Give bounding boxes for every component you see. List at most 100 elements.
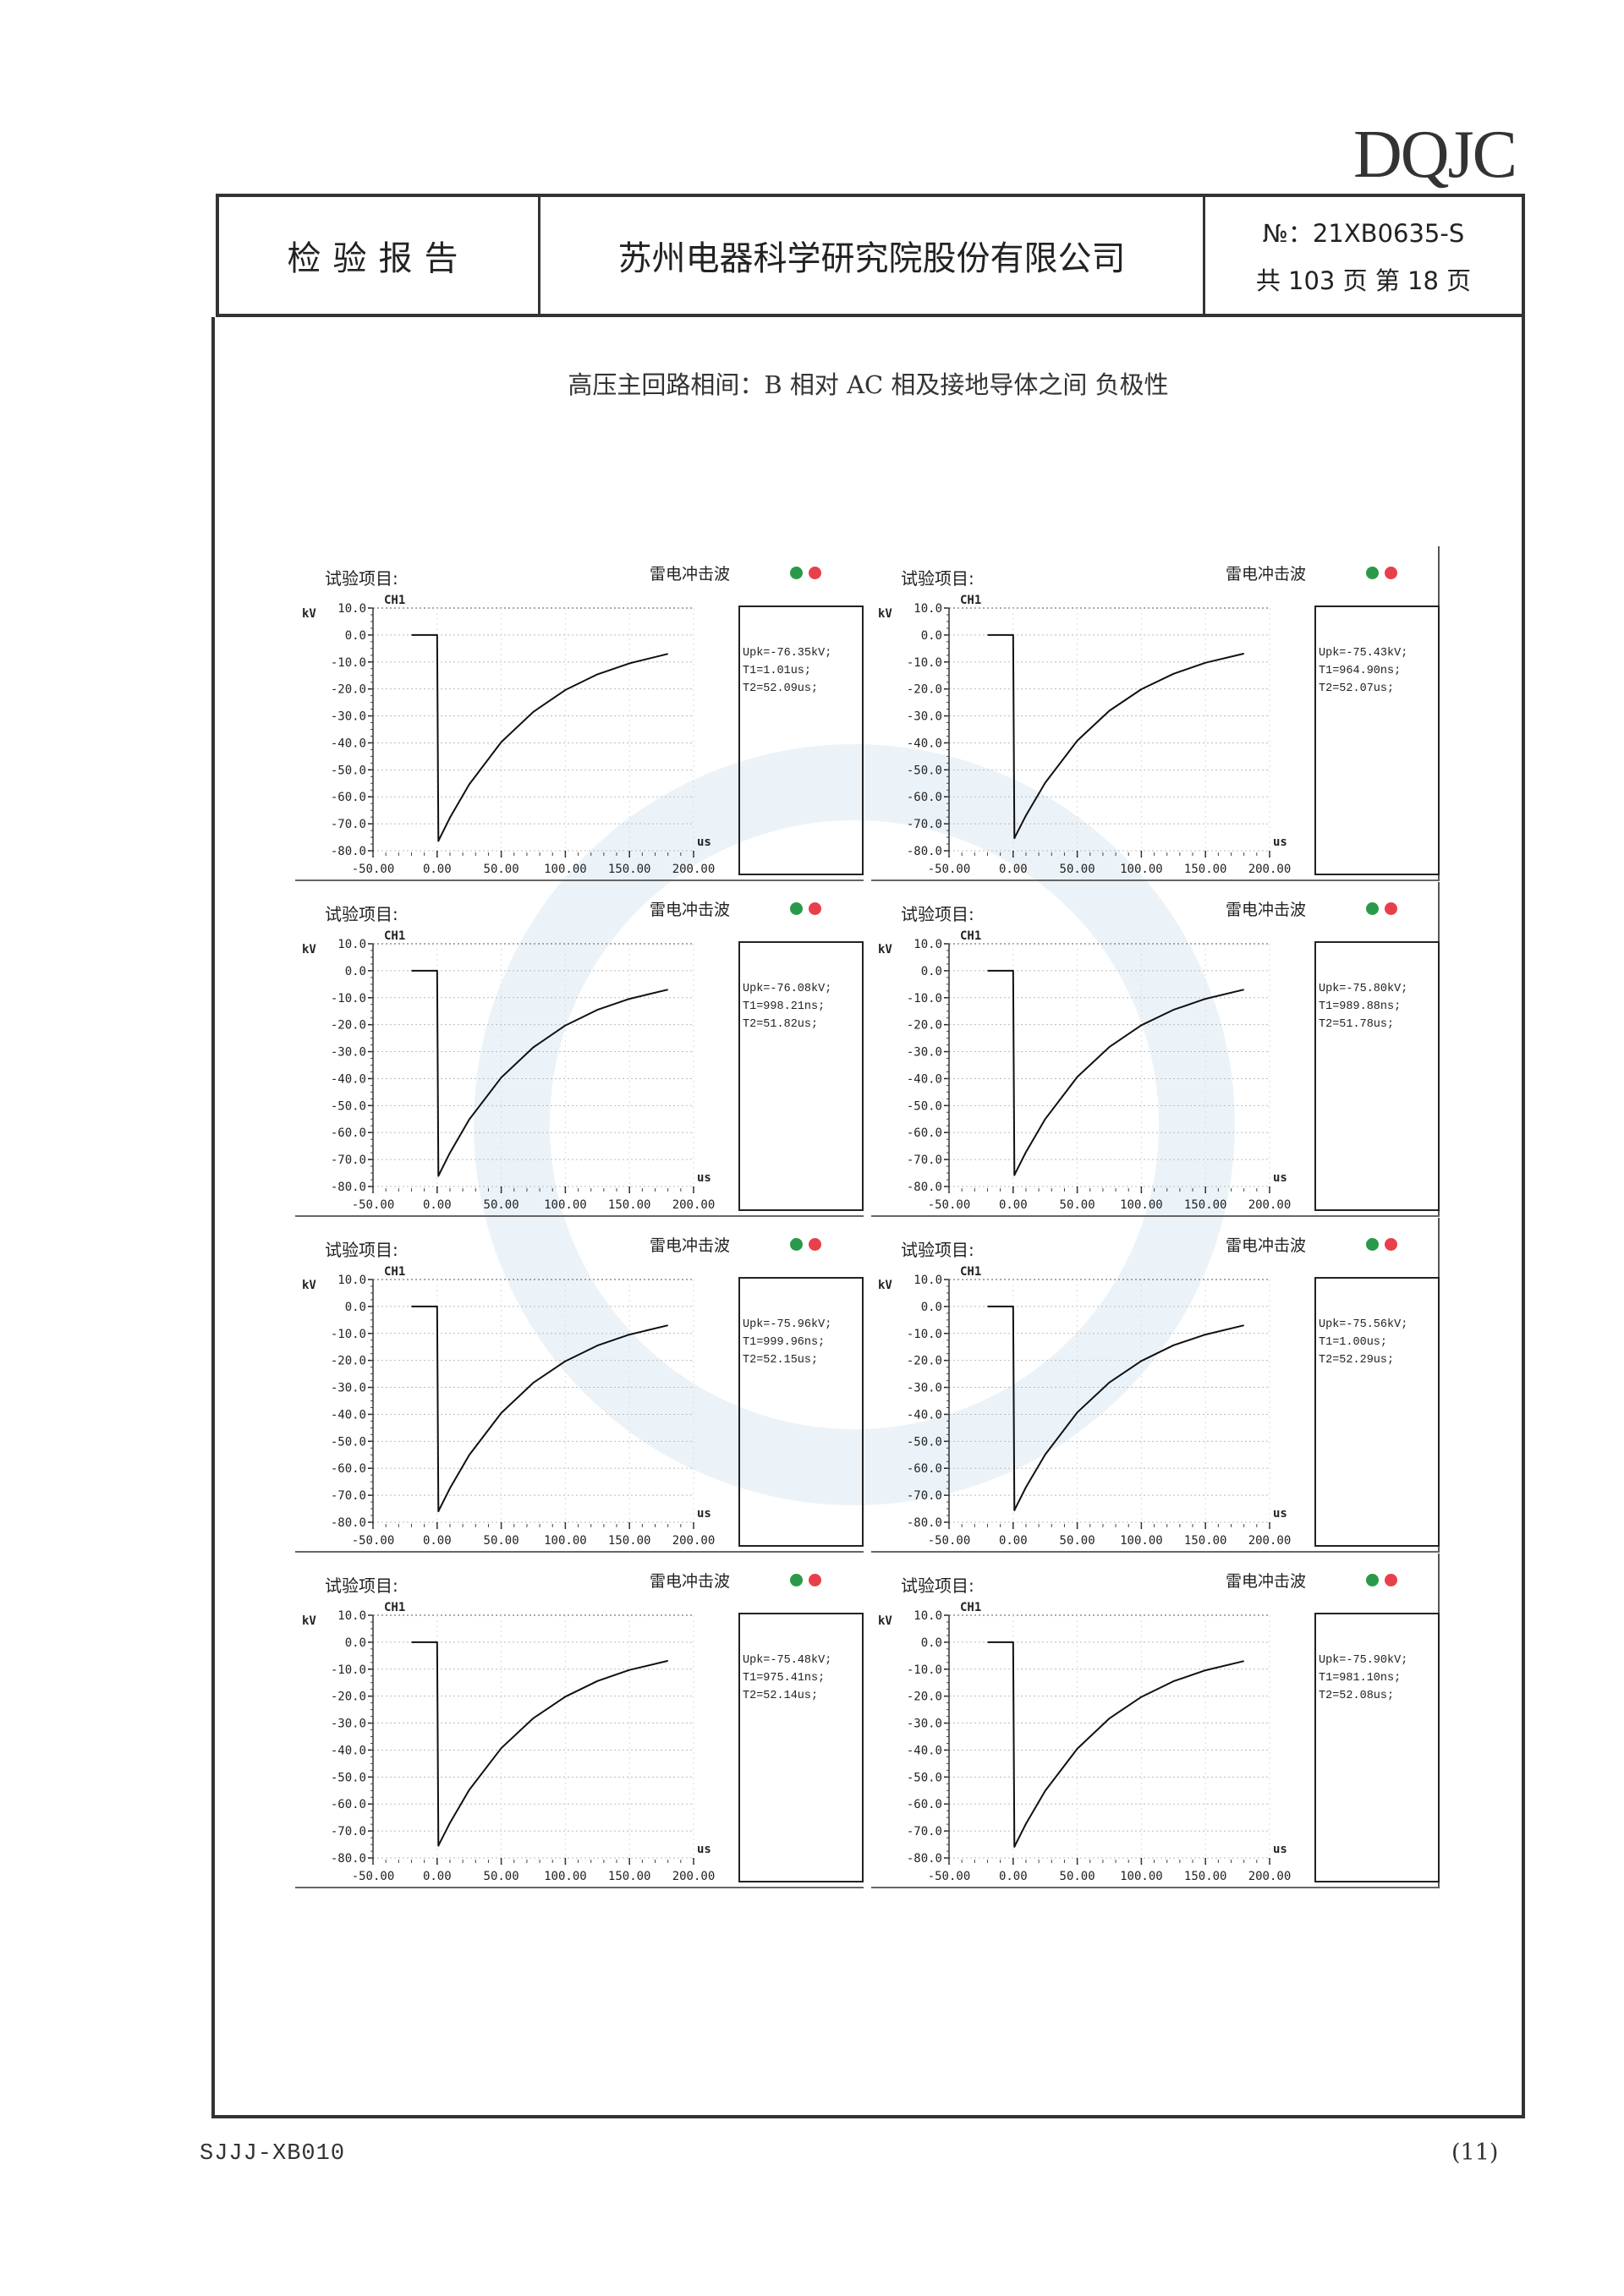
y-tick-label: -60.0 bbox=[907, 1126, 942, 1140]
y-tick-label: -70.0 bbox=[331, 1825, 366, 1838]
x-tick-label: 50.00 bbox=[1060, 1534, 1095, 1548]
x-tick-label: 0.00 bbox=[423, 863, 452, 876]
report-body-frame bbox=[211, 317, 1525, 2118]
y-tick-label: 0.0 bbox=[921, 1636, 942, 1650]
x-tick-label: 50.00 bbox=[484, 1198, 519, 1212]
y-tick-label: -40.0 bbox=[331, 737, 366, 750]
x-tick-label: 0.00 bbox=[423, 1198, 452, 1212]
y-tick-label: -20.0 bbox=[331, 1355, 366, 1368]
y-tick-label: -60.0 bbox=[331, 1462, 366, 1476]
y-tick-label: -80.0 bbox=[331, 1852, 366, 1866]
channel-label: CH1 bbox=[384, 594, 406, 607]
y-tick-label: 10.0 bbox=[914, 1274, 942, 1287]
waveform-plot: 10.0 0.0 -10.0 -20.0 -30.0 -40.0 -50.0 -60.0 -70… bbox=[907, 602, 1291, 876]
x-tick-label: 200.00 bbox=[1248, 1870, 1292, 1883]
x-tick-label: 150.00 bbox=[1184, 1534, 1227, 1548]
y-tick-label: -70.0 bbox=[907, 1153, 942, 1167]
measurement-value: Upk=-76.35kV; bbox=[743, 647, 832, 660]
x-axis-unit: us bbox=[697, 1843, 711, 1856]
test-item-label: 试验项目: bbox=[901, 1575, 974, 1596]
x-tick-label: 150.00 bbox=[608, 1198, 651, 1212]
y-tick-label: -30.0 bbox=[907, 1046, 942, 1060]
measurement-value: T2=52.08us; bbox=[1319, 1690, 1395, 1702]
y-tick-label: -40.0 bbox=[331, 1072, 366, 1086]
y-tick-label: 10.0 bbox=[337, 602, 366, 616]
x-axis-unit: us bbox=[1273, 1843, 1287, 1856]
x-tick-label: -50.00 bbox=[352, 1870, 395, 1883]
x-tick-label: 50.00 bbox=[484, 1870, 519, 1883]
report-info: №：21XB0635-S 共 103 页 第 18 页 bbox=[1205, 197, 1522, 314]
x-tick-label: 200.00 bbox=[672, 863, 716, 876]
report-header-table: 检验报告 苏州电器科学研究院股份有限公司 №：21XB0635-S 共 103 … bbox=[216, 194, 1525, 317]
measurement-value: T2=52.07us; bbox=[1319, 682, 1395, 695]
y-tick-label: -10.0 bbox=[331, 656, 366, 670]
waveform-trace bbox=[411, 969, 668, 1177]
waveform-name: 雷电冲击波 bbox=[650, 901, 731, 919]
page-count: 共 103 页 第 18 页 bbox=[1255, 266, 1472, 295]
waveform-plot: 10.0 0.0 -10.0 -20.0 -30.0 -40.0 -50.0 -60.0 -70… bbox=[331, 1609, 715, 1883]
x-tick-label: 150.00 bbox=[608, 1870, 651, 1883]
red-indicator-icon bbox=[809, 1238, 821, 1251]
x-tick-label: 200.00 bbox=[672, 1534, 716, 1548]
y-tick-label: -20.0 bbox=[907, 1690, 942, 1704]
y-tick-label: -50.0 bbox=[907, 1771, 942, 1784]
y-tick-label: -70.0 bbox=[907, 1489, 942, 1503]
document-type: 检验报告 bbox=[219, 197, 540, 314]
y-tick-label: 0.0 bbox=[921, 965, 942, 978]
y-tick-label: -50.0 bbox=[331, 1099, 366, 1113]
x-tick-label: 150.00 bbox=[608, 863, 651, 876]
x-axis-unit: us bbox=[1273, 836, 1287, 849]
channel-label: CH1 bbox=[960, 1265, 982, 1279]
measurement-value: T1=989.88ns; bbox=[1319, 1000, 1402, 1013]
channel-label: CH1 bbox=[384, 1601, 406, 1614]
green-indicator-icon bbox=[790, 902, 803, 915]
y-tick-label: -40.0 bbox=[907, 1072, 942, 1086]
y-tick-label: -50.0 bbox=[331, 1771, 366, 1784]
test-item-label: 试验项目: bbox=[325, 904, 398, 924]
measurement-value: Upk=-75.56kV; bbox=[1319, 1318, 1408, 1331]
x-tick-label: -50.00 bbox=[352, 1198, 395, 1212]
waveform-panel: 试验项目: 雷电冲击波 CH1 kV Upk=-75.56kV; T1=1.00u… bbox=[871, 1218, 1440, 1553]
measurement-value: T2=52.09us; bbox=[743, 682, 819, 695]
y-axis-unit: kV bbox=[878, 943, 892, 956]
measurement-box: Upk=-75.96kV; T1=999.96ns; T2=52.15us; bbox=[738, 1277, 864, 1547]
green-indicator-icon bbox=[790, 567, 803, 579]
x-axis-unit: us bbox=[697, 836, 711, 849]
y-tick-label: -50.0 bbox=[907, 764, 942, 777]
y-tick-label: -50.0 bbox=[907, 1099, 942, 1113]
green-indicator-icon bbox=[1366, 902, 1379, 915]
waveform-plot: 10.0 0.0 -10.0 -20.0 -30.0 -40.0 -50.0 -60.0 -70… bbox=[907, 1609, 1292, 1883]
test-item-label: 试验项目: bbox=[325, 1575, 398, 1596]
section-subtitle: 高压主回路相间：B 相对 AC 相及接地导体之间 负极性 bbox=[568, 370, 1169, 399]
y-tick-label: -30.0 bbox=[907, 1382, 942, 1395]
y-axis-unit: kV bbox=[878, 1279, 892, 1292]
y-tick-label: -60.0 bbox=[907, 1462, 942, 1476]
y-tick-label: -80.0 bbox=[907, 1516, 942, 1530]
green-indicator-icon bbox=[790, 1574, 803, 1586]
x-axis-unit: us bbox=[697, 1171, 711, 1185]
x-tick-label: 50.00 bbox=[1060, 1870, 1095, 1883]
red-indicator-icon bbox=[809, 567, 821, 579]
red-indicator-icon bbox=[1385, 902, 1397, 915]
x-tick-label: -50.00 bbox=[352, 1534, 395, 1548]
measurement-value: Upk=-75.96kV; bbox=[743, 1318, 832, 1331]
measurement-value: Upk=-76.08kV; bbox=[743, 983, 832, 995]
measurement-box: Upk=-75.90kV; T1=981.10ns; T2=52.08us; bbox=[1314, 1613, 1440, 1882]
y-tick-label: -10.0 bbox=[907, 656, 942, 670]
x-tick-label: 100.00 bbox=[544, 1198, 587, 1212]
waveform-name: 雷电冲击波 bbox=[650, 1236, 731, 1255]
measurement-box: Upk=-75.43kV; T1=964.90ns; T2=52.07us; bbox=[1314, 606, 1440, 875]
y-tick-label: 0.0 bbox=[345, 1636, 366, 1650]
measurement-value: T1=999.96ns; bbox=[743, 1336, 826, 1349]
measurement-value: Upk=-75.80kV; bbox=[1319, 983, 1408, 995]
y-tick-label: 10.0 bbox=[914, 602, 942, 616]
measurement-value: T2=52.29us; bbox=[1319, 1354, 1395, 1367]
x-tick-label: 50.00 bbox=[1060, 863, 1095, 876]
measurement-value: T1=975.41ns; bbox=[743, 1672, 826, 1685]
y-axis-unit: kV bbox=[302, 607, 316, 621]
measurement-value: Upk=-75.43kV; bbox=[1319, 647, 1408, 660]
y-tick-label: 10.0 bbox=[914, 938, 942, 951]
x-tick-label: 200.00 bbox=[672, 1198, 716, 1212]
y-tick-label: -20.0 bbox=[907, 1019, 942, 1033]
waveform-panel: 试验项目: 雷电冲击波 CH1 kV Upk=-76.08kV; T1=998.2… bbox=[295, 882, 864, 1217]
